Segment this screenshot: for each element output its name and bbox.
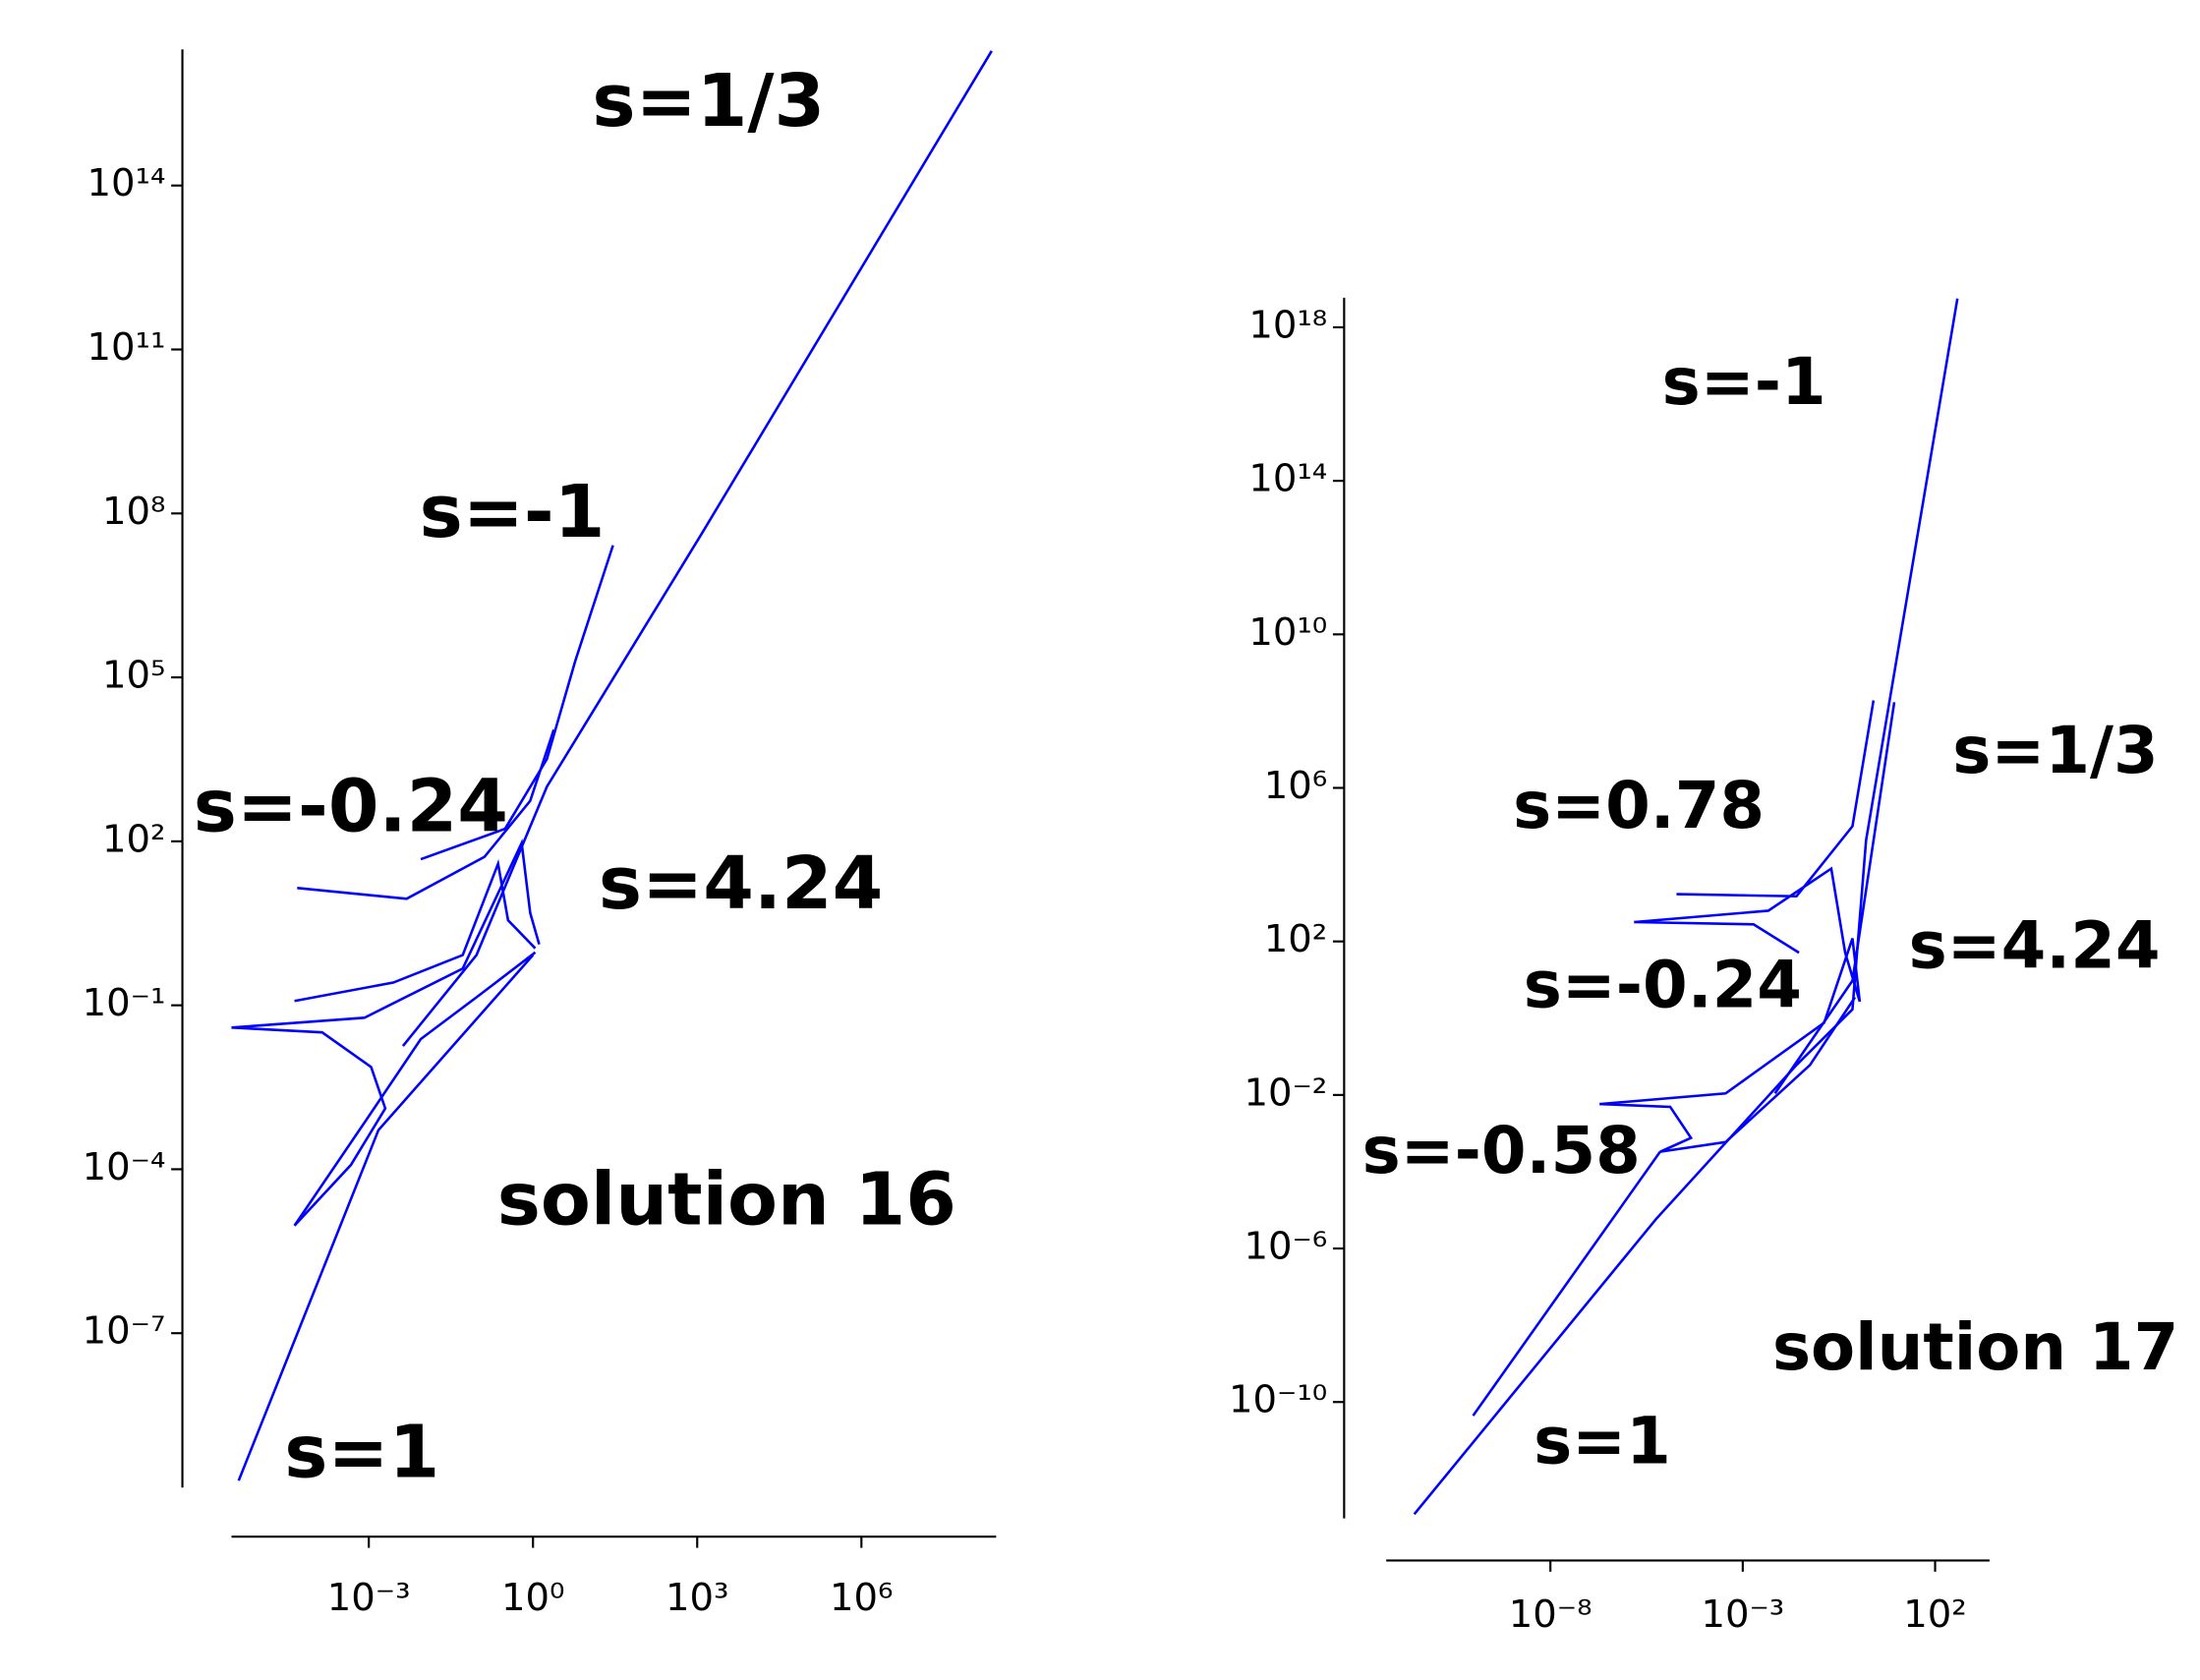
curve [297, 728, 555, 900]
curve [1599, 938, 1862, 1106]
y-tick-label: 10⁻¹ [83, 981, 166, 1025]
curve [420, 545, 614, 861]
x-tick-label: 10⁻³ [1701, 1593, 1784, 1637]
curve [1676, 700, 1876, 898]
curve [231, 839, 541, 1029]
curve [1472, 1150, 1661, 1417]
annotation: s=1 [1534, 1404, 1671, 1478]
y-tick-label: 10¹⁰ [1248, 610, 1327, 655]
y-tick-label: 10¹⁸ [1248, 303, 1327, 347]
annotation: s=4.24 [1909, 909, 2161, 984]
annotation: solution 16 [497, 1156, 956, 1242]
curve [1634, 866, 1862, 1003]
x-tick-label: 10⁰ [501, 1576, 564, 1620]
annotation: s=-0.58 [1362, 1114, 1641, 1188]
annotation: solution 17 [1772, 1310, 2178, 1385]
y-tick-label: 10² [1264, 917, 1327, 961]
annotation: s=0.78 [1513, 769, 1765, 843]
y-tick-label: 10¹¹ [87, 325, 166, 370]
annotation: s=4.24 [599, 840, 883, 926]
curve [1659, 996, 1857, 1153]
y-tick-label: 10⁻⁶ [1244, 1225, 1327, 1269]
y-tick-label: 10⁻² [1244, 1071, 1327, 1115]
annotation: s=-0.24 [194, 764, 508, 849]
curve [231, 1026, 387, 1227]
curve [1773, 702, 1896, 1094]
y-tick-label: 10² [102, 817, 165, 861]
curve [293, 951, 537, 1227]
x-tick-label: 10⁻⁸ [1509, 1593, 1592, 1637]
y-tick-label: 10⁶ [1264, 764, 1327, 808]
curve [401, 50, 993, 1047]
y-tick-label: 10⁸ [102, 490, 165, 534]
x-tick-label: 10⁶ [830, 1576, 893, 1620]
annotation: s=1/3 [1952, 714, 2158, 788]
curve [294, 858, 537, 1003]
y-tick-label: 10⁻⁴ [83, 1145, 166, 1189]
y-tick-label: 10⁻⁷ [83, 1309, 166, 1354]
x-tick-label: 10³ [666, 1576, 728, 1620]
curve [1634, 920, 1800, 955]
y-tick-label: 10⁵ [102, 654, 165, 698]
annotation: s=1 [284, 1409, 439, 1494]
x-tick-label: 10² [1903, 1593, 1966, 1637]
curve [237, 954, 535, 1481]
x-tick-label: 10⁻³ [327, 1576, 411, 1620]
y-tick-label: 10⁻¹⁰ [1229, 1378, 1327, 1422]
annotation: s=-1 [1662, 345, 1826, 420]
curve [1413, 298, 1959, 1516]
curve [1599, 1102, 1694, 1153]
annotation: s=1/3 [592, 58, 825, 144]
y-tick-label: 10¹⁴ [1248, 457, 1327, 501]
annotation: s=-0.24 [1524, 949, 1802, 1023]
annotation: s=-1 [420, 469, 606, 554]
y-tick-label: 10¹⁴ [87, 161, 166, 205]
